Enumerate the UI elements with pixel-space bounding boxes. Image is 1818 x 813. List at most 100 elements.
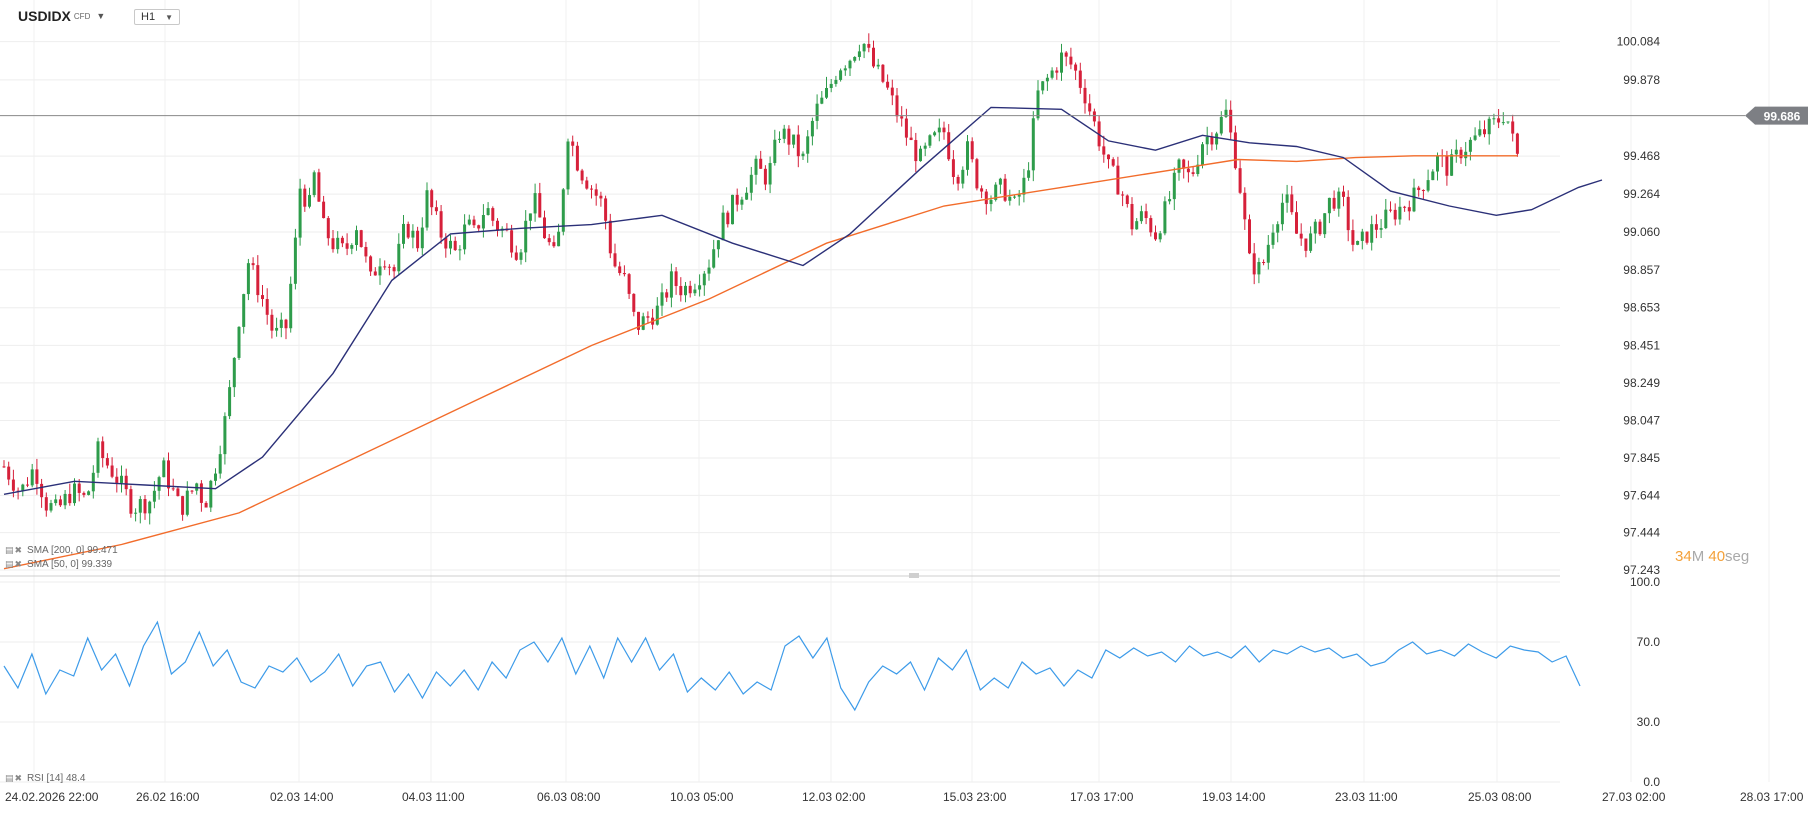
candle-body	[392, 267, 396, 272]
candle-body	[895, 95, 899, 117]
rsi-tick-label: 0.0	[1643, 775, 1660, 789]
candle-body	[561, 189, 565, 232]
candle-body	[397, 243, 401, 272]
candle-body	[749, 174, 753, 193]
candle-body	[44, 497, 48, 511]
candle-body	[308, 195, 311, 207]
rsi-value: 48.4	[65, 773, 86, 784]
candle-body	[594, 189, 598, 196]
candle-body	[289, 283, 293, 329]
rsi-label: RSI [14]	[27, 773, 64, 784]
timeframe-selector[interactable]: H1 ▼	[134, 9, 180, 25]
candle-body	[49, 503, 53, 511]
indicator-settings-icon[interactable]: ▤✖	[5, 559, 24, 569]
candle-body	[1370, 224, 1374, 243]
candle-body	[1379, 228, 1383, 230]
candle-body	[1210, 136, 1214, 145]
candle-body	[693, 289, 697, 294]
candle-body	[1271, 232, 1275, 245]
candle-body	[1248, 219, 1251, 254]
countdown-seconds: 40	[1708, 548, 1726, 565]
candle-body	[449, 240, 452, 249]
candle-body	[1078, 70, 1082, 88]
legend-sma50[interactable]: ▤✖ SMA [50, 0] 99.339	[5, 559, 112, 570]
candle-body	[1252, 253, 1256, 275]
rsi-tick-label: 70.0	[1637, 635, 1661, 649]
candle-body	[914, 140, 918, 162]
candle-body	[1130, 204, 1134, 230]
candles	[2, 33, 1519, 525]
candle-body	[1501, 122, 1505, 124]
candle-body	[994, 184, 998, 200]
candle-body	[138, 499, 142, 513]
sma50-value: 99.339	[81, 559, 113, 570]
candle-body	[942, 127, 946, 133]
candle-body	[1196, 164, 1200, 175]
symbol-selector[interactable]: USDIDX CFD ▼	[18, 8, 105, 24]
candle-body	[575, 145, 579, 171]
candle-body	[919, 148, 922, 162]
candle-body	[1318, 221, 1322, 235]
candle-body	[298, 188, 302, 238]
candle-body	[350, 245, 354, 249]
y-tick-label: 97.444	[1623, 526, 1660, 540]
candle-body	[378, 266, 382, 276]
y-tick-label: 99.264	[1623, 187, 1660, 201]
candle-body	[1483, 129, 1486, 135]
candle-body	[425, 190, 429, 228]
candle-body	[1393, 209, 1397, 220]
candle-body	[1360, 231, 1364, 241]
candle-body	[1017, 194, 1021, 197]
legend-sma200[interactable]: ▤✖ SMA [200, 0] 99.471	[5, 545, 118, 556]
candle-body	[1454, 149, 1458, 155]
candle-body	[688, 285, 692, 294]
legend-rsi[interactable]: ▤✖ RSI [14] 48.4	[5, 773, 85, 784]
y-tick-label: 98.249	[1623, 376, 1660, 390]
candle-body	[1064, 52, 1068, 57]
candle-body	[1003, 178, 1007, 201]
candle-body	[1107, 154, 1110, 160]
candle-body	[580, 170, 584, 181]
candle-body	[848, 60, 852, 69]
candle-body	[1309, 233, 1313, 251]
candle-body	[1266, 244, 1270, 263]
candle-body	[763, 168, 767, 185]
candle-body	[228, 387, 232, 417]
candle-body	[1205, 136, 1209, 145]
candle-body	[1116, 165, 1120, 195]
candle-body	[331, 238, 335, 250]
candle-body	[402, 223, 405, 244]
candle-body	[1511, 121, 1515, 134]
candle-body	[778, 138, 781, 140]
candle-body	[759, 158, 763, 169]
candle-body	[1346, 196, 1350, 231]
y-tick-label: 97.243	[1623, 563, 1660, 577]
candle-body	[1421, 190, 1425, 192]
candle-body	[237, 326, 241, 358]
candle-body	[604, 198, 608, 221]
candle-body	[40, 483, 44, 498]
candle-body	[820, 97, 824, 104]
candle-countdown: 34M 40seg	[1675, 548, 1749, 565]
sma50-line	[3, 106, 1603, 495]
candle-body	[1436, 155, 1439, 172]
candle-body	[496, 220, 499, 231]
candle-body	[275, 327, 279, 331]
indicator-settings-icon[interactable]: ▤✖	[5, 545, 24, 555]
candle-body	[73, 483, 76, 504]
candle-body	[881, 64, 885, 82]
candle-body	[1121, 194, 1125, 196]
candle-body	[284, 319, 288, 329]
candle-body	[1323, 213, 1327, 235]
candle-body	[434, 207, 438, 212]
candle-body	[599, 195, 603, 199]
candle-body	[970, 141, 974, 160]
candle-body	[11, 479, 15, 491]
candle-body	[148, 501, 152, 514]
x-tick-label: 12.03 02:00	[802, 790, 866, 804]
indicator-settings-icon[interactable]: ▤✖	[5, 773, 24, 783]
candle-body	[387, 266, 391, 268]
candle-body	[1177, 159, 1181, 173]
candle-body	[627, 274, 631, 294]
